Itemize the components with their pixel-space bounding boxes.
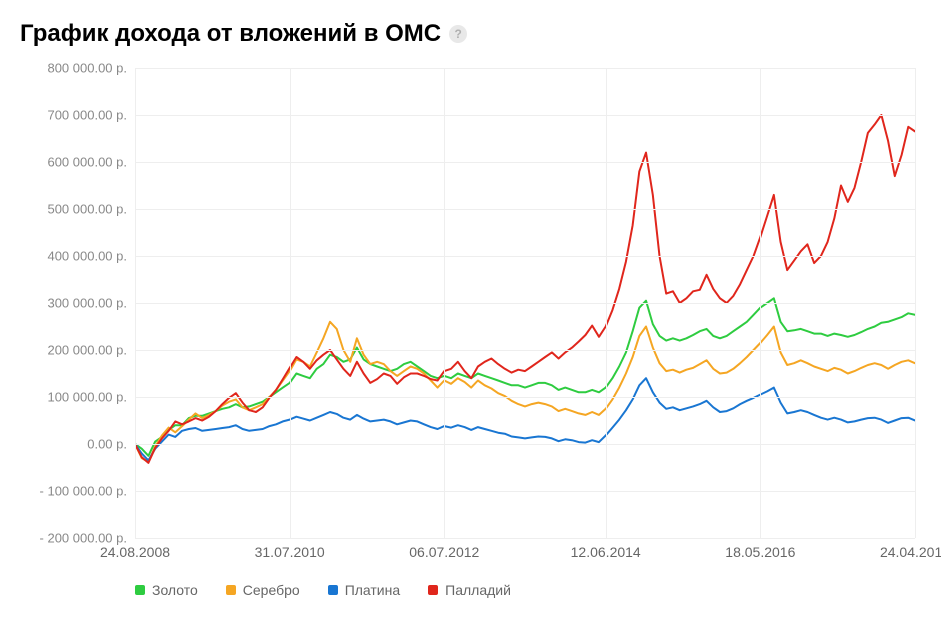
grid-line-vertical <box>915 68 916 538</box>
grid-line-vertical <box>135 68 136 538</box>
plot-area <box>135 68 915 538</box>
help-icon[interactable]: ? <box>449 25 467 43</box>
grid-line-vertical <box>760 68 761 538</box>
legend-item[interactable]: Платина <box>328 582 400 598</box>
legend-label: Палладий <box>445 582 511 598</box>
legend-label: Серебро <box>243 582 300 598</box>
chart-title: График дохода от вложений в ОМС <box>20 20 441 48</box>
y-tick-label: 500 000.00 р. <box>47 202 127 217</box>
y-tick-label: 0.00 р. <box>87 437 127 452</box>
grid-line-horizontal <box>135 538 915 539</box>
x-tick-label: 12.06.2014 <box>571 544 641 560</box>
y-tick-label: 600 000.00 р. <box>47 155 127 170</box>
x-tick-label: 18.05.2016 <box>725 544 795 560</box>
legend: Золото Серебро Платина Палладий <box>135 582 921 598</box>
grid-line-horizontal <box>135 209 915 210</box>
legend-item[interactable]: Палладий <box>428 582 511 598</box>
chart-container: График дохода от вложений в ОМС ? - 200 … <box>20 20 921 598</box>
grid-line-vertical <box>444 68 445 538</box>
title-row: График дохода от вложений в ОМС ? <box>20 20 921 48</box>
y-tick-label: 300 000.00 р. <box>47 296 127 311</box>
series-line-Серебро <box>135 322 915 462</box>
legend-item[interactable]: Серебро <box>226 582 300 598</box>
grid-line-horizontal <box>135 303 915 304</box>
x-tick-label: 24.08.2008 <box>100 544 170 560</box>
x-tick-label: 06.07.2012 <box>409 544 479 560</box>
x-axis: 24.08.200831.07.201006.07.201212.06.2014… <box>135 544 915 574</box>
legend-label: Золото <box>152 582 198 598</box>
grid-line-horizontal <box>135 162 915 163</box>
series-line-Золото <box>135 298 915 456</box>
y-tick-label: - 100 000.00 р. <box>40 484 127 499</box>
x-tick-label: 31.07.2010 <box>255 544 325 560</box>
grid-line-vertical <box>290 68 291 538</box>
y-axis: - 200 000.00 р.- 100 000.00 р.0.00 р.100… <box>20 68 135 538</box>
series-line-Платина <box>135 378 915 460</box>
grid-line-horizontal <box>135 115 915 116</box>
x-tick-label: 24.04.2018 <box>880 544 941 560</box>
y-tick-label: 800 000.00 р. <box>47 61 127 76</box>
y-tick-label: 700 000.00 р. <box>47 108 127 123</box>
grid-line-horizontal <box>135 256 915 257</box>
grid-line-vertical <box>606 68 607 538</box>
grid-line-horizontal <box>135 397 915 398</box>
grid-line-horizontal <box>135 491 915 492</box>
y-tick-label: 200 000.00 р. <box>47 343 127 358</box>
legend-item[interactable]: Золото <box>135 582 198 598</box>
legend-swatch <box>428 585 438 595</box>
legend-label: Платина <box>345 582 400 598</box>
y-tick-label: 100 000.00 р. <box>47 390 127 405</box>
grid-line-horizontal <box>135 350 915 351</box>
legend-swatch <box>135 585 145 595</box>
y-tick-label: 400 000.00 р. <box>47 249 127 264</box>
plot-wrap: - 200 000.00 р.- 100 000.00 р.0.00 р.100… <box>20 68 921 538</box>
legend-swatch <box>328 585 338 595</box>
legend-swatch <box>226 585 236 595</box>
grid-line-horizontal <box>135 444 915 445</box>
grid-line-horizontal <box>135 68 915 69</box>
